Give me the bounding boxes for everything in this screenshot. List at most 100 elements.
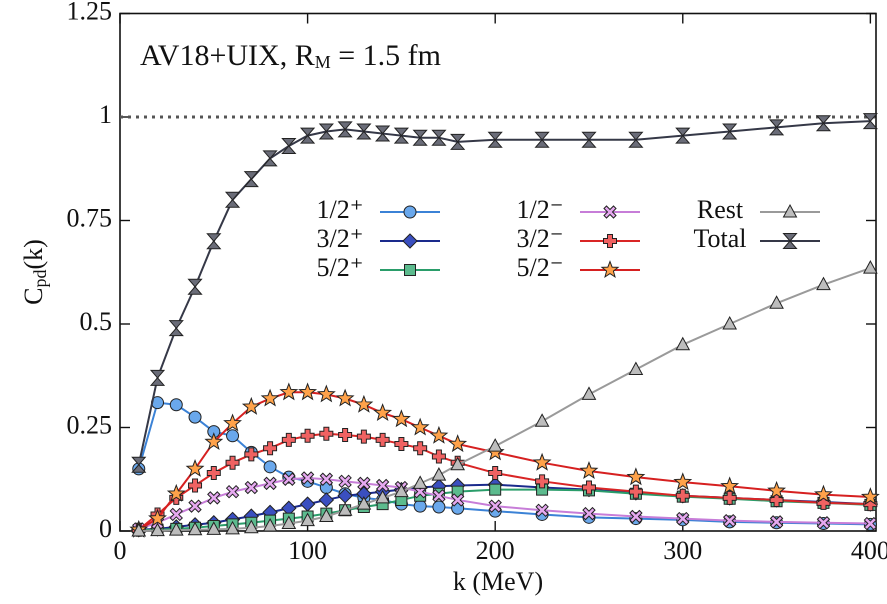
marker-star	[354, 394, 374, 413]
marker-star	[279, 382, 299, 401]
marker-triangle	[863, 260, 878, 274]
marker-diamond	[402, 233, 418, 249]
marker-plus	[225, 455, 240, 470]
marker-star	[600, 260, 620, 279]
y-label-sub: pd	[30, 269, 50, 287]
marker-hourglass	[581, 131, 597, 148]
marker-triangle	[431, 467, 447, 481]
marker-hourglass	[131, 456, 147, 473]
marker-star	[860, 487, 880, 506]
y-tick-label: 0	[99, 514, 112, 543]
marker-cross	[169, 507, 183, 522]
marker-triangle	[769, 295, 784, 309]
x-tick-label: 300	[663, 536, 702, 565]
marker-triangle	[487, 438, 503, 452]
marker-star	[223, 413, 242, 432]
marker-triangle	[319, 508, 334, 523]
x-tick-label: 400	[851, 536, 887, 565]
y-tick-label: 0.75	[67, 203, 113, 232]
marker-plus	[581, 480, 596, 495]
marker-plus	[300, 428, 315, 443]
x-tick-label: 200	[476, 536, 515, 565]
marker-circle	[207, 425, 221, 439]
marker-triangle	[206, 521, 222, 535]
y-tick-label: 1	[99, 100, 112, 129]
marker-hourglass	[534, 131, 550, 148]
y-tick-label: 0.25	[67, 410, 113, 439]
marker-cross	[263, 476, 277, 491]
y-axis-label: Cpd(k)	[19, 239, 50, 305]
marker-hourglass	[262, 150, 278, 167]
marker-star	[260, 388, 280, 407]
marker-cross	[582, 506, 596, 521]
marker-hourglass	[450, 133, 466, 150]
marker-star	[814, 484, 833, 503]
marker-hourglass	[782, 233, 798, 249]
marker-cross	[188, 499, 202, 513]
legend-label: 1/2⁺	[317, 195, 364, 224]
marker-hourglass	[431, 129, 447, 146]
marker-square	[489, 483, 502, 496]
marker-triangle	[412, 475, 428, 489]
marker-star	[335, 388, 355, 407]
marker-triangle	[150, 522, 165, 537]
marker-star	[410, 417, 430, 436]
x-tick-label: 100	[288, 536, 327, 565]
marker-triangle	[187, 521, 203, 536]
marker-hourglass	[862, 113, 878, 130]
marker-triangle	[281, 515, 297, 530]
marker-circle	[432, 500, 446, 514]
marker-star	[148, 508, 167, 527]
marker-triangle	[243, 519, 259, 534]
marker-star	[204, 432, 224, 451]
marker-triangle	[300, 512, 315, 527]
marker-hourglass	[243, 171, 259, 188]
marker-hourglass	[375, 125, 391, 142]
marker-hourglass	[675, 127, 691, 144]
marker-triangle	[168, 522, 184, 536]
marker-hourglass	[768, 119, 785, 136]
marker-cross	[603, 205, 617, 219]
marker-hourglass	[224, 191, 241, 208]
marker-star	[185, 458, 205, 477]
marker-triangle	[628, 361, 644, 376]
marker-hourglass	[299, 127, 316, 144]
marker-hourglass	[337, 121, 353, 138]
marker-star	[626, 467, 646, 486]
marker-star	[448, 434, 468, 453]
annotation: AV18+UIX, RM = 1.5 fm	[140, 39, 441, 72]
marker-star	[166, 483, 186, 502]
marker-plus	[431, 449, 446, 464]
marker-plus	[769, 492, 784, 507]
legend-label: 3/2⁻	[517, 224, 564, 253]
marker-triangle	[581, 386, 597, 400]
marker-plus	[244, 447, 259, 462]
marker-star	[532, 452, 552, 471]
marker-hourglass	[628, 131, 644, 148]
marker-cross	[722, 513, 737, 528]
marker-triangle	[782, 203, 798, 218]
marker-triangle	[675, 336, 691, 351]
marker-plus	[394, 437, 409, 452]
marker-cross	[432, 489, 446, 503]
marker-cross	[319, 472, 334, 486]
marker-cross	[375, 478, 390, 493]
marker-plus	[675, 488, 690, 503]
marker-cross	[488, 499, 502, 513]
marker-cross	[244, 480, 259, 495]
legend-label: Total	[693, 224, 746, 253]
marker-star	[298, 382, 318, 401]
legend-label: 1/2⁻	[517, 195, 564, 224]
marker-star	[579, 461, 599, 479]
marker-triangle	[356, 496, 372, 510]
marker-diamond	[318, 492, 335, 508]
y-tick-label: 0.5	[80, 307, 113, 336]
annotation-sub: M	[315, 52, 331, 72]
x-tick-label: 0	[114, 536, 127, 565]
marker-circle	[188, 410, 202, 424]
marker-hourglass	[356, 123, 372, 140]
marker-circle	[403, 205, 417, 219]
legend-label: 5/2⁺	[317, 253, 364, 282]
marker-hourglass	[815, 115, 832, 132]
